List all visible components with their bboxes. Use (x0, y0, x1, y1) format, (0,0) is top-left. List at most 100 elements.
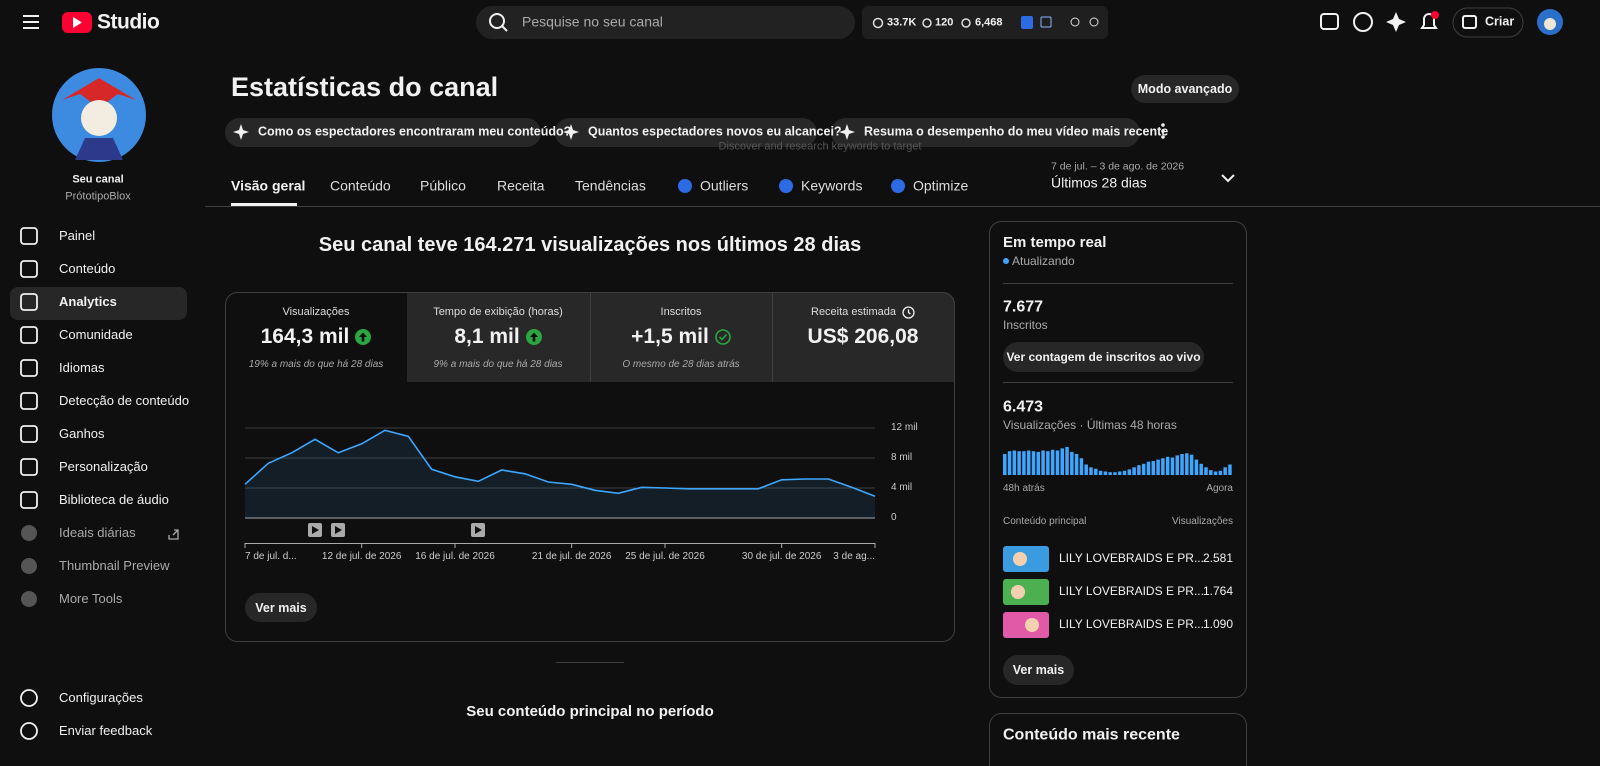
nav-item[interactable]: Enviar feedback (59, 723, 153, 739)
thumbnail[interactable] (1003, 579, 1049, 605)
area (245, 430, 875, 518)
tab[interactable]: Tendências (575, 177, 646, 194)
date-range[interactable]: 7 de jul. – 3 de ago. de 2026 (1051, 160, 1185, 173)
live-count-button[interactable]: Ver contagem de inscritos ao vivo (1003, 342, 1204, 372)
tab[interactable]: Outliers (700, 177, 749, 194)
x-tick-label: 25 de jul. de 2026 (625, 551, 705, 562)
chip[interactable] (555, 118, 817, 147)
metric-icon (525, 329, 542, 345)
view-count: 6.473 (1003, 398, 1044, 416)
chip-label[interactable]: Resuma o desempenho do meu vídeo mais re… (864, 124, 1169, 139)
metric-tab[interactable]: Tempo de exibição (horas) 8,1 mil 9% a mai… (407, 304, 589, 370)
tab[interactable]: Conteúdo (330, 177, 391, 194)
nav-item[interactable]: Detecção de conteúdo (59, 393, 190, 409)
nav-icon (20, 227, 38, 245)
advanced-mode-button[interactable]: Modo avançado (1131, 75, 1239, 103)
metric-tab[interactable]: Visualizações 164,3 mil 19% a mais do que … (225, 304, 407, 370)
bar (1108, 472, 1112, 475)
create-button-frame[interactable] (1452, 7, 1524, 38)
nav-icon (20, 425, 38, 443)
nav-item[interactable]: Conteúdo (59, 261, 116, 277)
content-title[interactable]: LILY LOVEBRAIDS E PR... (1059, 550, 1204, 565)
date-dropdown-icon[interactable] (1221, 174, 1235, 183)
metric-value-row: +1,5 mil (631, 323, 731, 351)
bar (1204, 467, 1208, 475)
bar (1084, 464, 1088, 475)
header-stat: 120 (935, 16, 954, 29)
nav-item[interactable]: Ideais diárias (59, 525, 136, 541)
content-views: 1.764 (1202, 583, 1233, 598)
nav-icon (20, 722, 38, 740)
bell-icon[interactable] (1420, 13, 1438, 29)
tab[interactable]: Público (420, 177, 466, 194)
bar (1194, 459, 1199, 475)
chip-label[interactable]: Como os espectadores encontraram meu con… (258, 124, 572, 139)
search-box[interactable] (476, 6, 855, 39)
stat-icon (961, 18, 971, 28)
period[interactable]: Últimos 28 dias (1051, 174, 1147, 191)
tab[interactable]: Optimize (913, 177, 969, 194)
metric-tab[interactable]: Receita estimada US$ 206,08 (772, 304, 954, 351)
x-tick-label: 7 de jul. d... (245, 551, 297, 562)
help-icon[interactable] (1353, 12, 1373, 32)
metric-label: Receita estimada (811, 304, 915, 320)
see-more-button[interactable]: Ver mais (245, 593, 317, 622)
feedback-icon[interactable] (1320, 13, 1339, 30)
x-tick-label: 21 de jul. de 2026 (531, 551, 612, 562)
bar (1055, 450, 1060, 475)
nav-icon (20, 359, 38, 377)
create-icon (1462, 15, 1477, 29)
spark-icon[interactable] (1386, 12, 1406, 32)
content-title[interactable]: LILY LOVEBRAIDS E PR... (1059, 583, 1204, 598)
bar (1165, 456, 1170, 475)
metric-label-text: Inscritos (660, 306, 702, 318)
table-header: Visualizações (1172, 516, 1233, 527)
metric-label-text: Visualizações (282, 306, 350, 318)
metric-label: Visualizações (282, 304, 349, 320)
bar (1218, 470, 1223, 475)
nav-item[interactable]: Biblioteca de áudio (59, 492, 169, 508)
more-options[interactable] (1161, 123, 1165, 139)
nav-item[interactable]: Idiomas (59, 360, 105, 376)
bar (1031, 451, 1036, 475)
nav-item[interactable]: More Tools (59, 591, 123, 607)
tab-icon (678, 179, 692, 193)
video-marker[interactable] (308, 523, 322, 537)
thumbnail-art (1011, 585, 1025, 599)
tab[interactable]: Visão geral (231, 177, 306, 194)
nav-item[interactable]: Configurações (59, 690, 143, 706)
metric-tab[interactable]: Inscritos +1,5 mil O mesmo de 28 dias atrá… (590, 304, 772, 370)
nav-item[interactable]: Comunidade (59, 327, 133, 343)
channel-avatar-face (81, 100, 117, 136)
bar (1098, 470, 1103, 475)
page-title: Estatísticas do canal (231, 71, 499, 102)
nav-item[interactable]: Ganhos (59, 426, 105, 442)
channel-label: Seu canal (72, 173, 124, 186)
nav-item[interactable]: Thumbnail Preview (59, 558, 170, 574)
chip[interactable] (225, 118, 541, 147)
x-axis-label: Agora (1206, 483, 1233, 494)
realtime-card (989, 221, 1247, 698)
bar (1094, 468, 1098, 475)
chip[interactable] (831, 118, 1140, 147)
nav-item[interactable]: Analytics (59, 294, 117, 310)
live-dot (1003, 258, 1009, 264)
search-icon-handle (501, 25, 508, 32)
tab[interactable]: Receita (497, 177, 545, 194)
logo-play (73, 17, 82, 28)
tab[interactable]: Keywords (801, 177, 863, 194)
nav-icon (20, 491, 38, 509)
bar (1113, 472, 1117, 475)
create-label[interactable]: Criar (1485, 14, 1515, 29)
bar (1041, 450, 1045, 475)
nav-item[interactable]: Personalização (59, 459, 148, 475)
bar (1141, 463, 1146, 475)
nav-item[interactable]: Painel (59, 228, 96, 244)
menu-icon[interactable] (23, 15, 39, 29)
video-marker[interactable] (331, 523, 345, 537)
chip-label[interactable]: Quantos espectadores novos eu alcancei? (588, 124, 842, 139)
external-link-icon (168, 529, 179, 540)
video-marker[interactable] (471, 523, 485, 537)
content-title[interactable]: LILY LOVEBRAIDS E PR... (1059, 616, 1204, 631)
see-more-button[interactable]: Ver mais (1003, 655, 1074, 685)
